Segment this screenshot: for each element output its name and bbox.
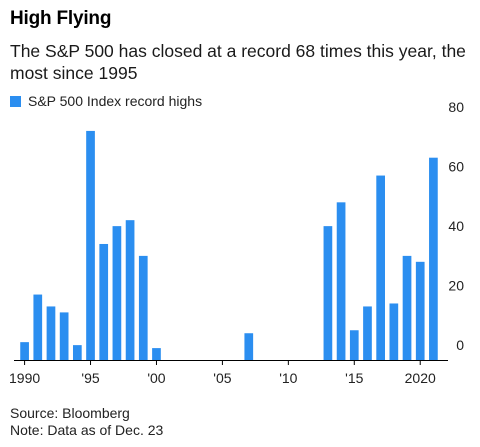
y-tick-label-40: 40 [448,218,464,234]
bar-1995 [86,130,95,360]
bar-2013 [323,226,333,361]
legend: S&P 500 Index record highs [10,93,202,109]
y-tick-label-60: 60 [448,159,464,175]
bar-1999 [138,255,148,361]
bar-2007 [244,333,254,360]
legend-label: S&P 500 Index record highs [28,93,203,109]
bar-2018 [389,303,399,360]
bar-2016 [363,306,372,360]
chart-subtitle: The S&P 500 has closed at a record 68 ti… [10,41,466,83]
bar-2015 [349,330,359,360]
bar-1993 [59,312,69,360]
bar-2020 [415,261,425,360]
footer: Source: Bloomberg Note: Data as of Dec. … [10,405,163,439]
y-tick-label-20: 20 [448,278,464,294]
bar-2021 [429,157,438,360]
bar-1996 [99,243,109,360]
x-tick-label-1995: '95 [81,370,99,386]
legend-swatch [10,95,21,107]
x-tick-label-2010: '10 [279,370,297,386]
x-tick-label-1990: 1990 [9,370,40,386]
bar-2014 [336,202,346,360]
bar-1997 [112,226,122,361]
x-tick-label-2005: '05 [213,370,231,386]
bar-1992 [46,306,56,360]
bar-2000 [152,348,161,360]
y-tick-label-0: 0 [456,337,464,353]
chart-title: High Flying [10,8,112,29]
y-tick-label-80: 80 [448,99,464,115]
x-tick-label-2000: '00 [147,370,165,386]
bar-2019 [402,255,412,361]
data-note: Note: Data as of Dec. 23 [10,422,164,438]
bar-1994 [72,345,82,361]
bar-1990 [20,342,29,360]
bar-1998 [125,220,135,360]
bar-2017 [376,175,385,360]
x-tick-label-2020: 2020 [405,370,436,386]
bar-1991 [33,294,43,360]
x-tick-label-2015: '15 [345,370,363,386]
source-note: Source: Bloomberg [10,405,130,421]
